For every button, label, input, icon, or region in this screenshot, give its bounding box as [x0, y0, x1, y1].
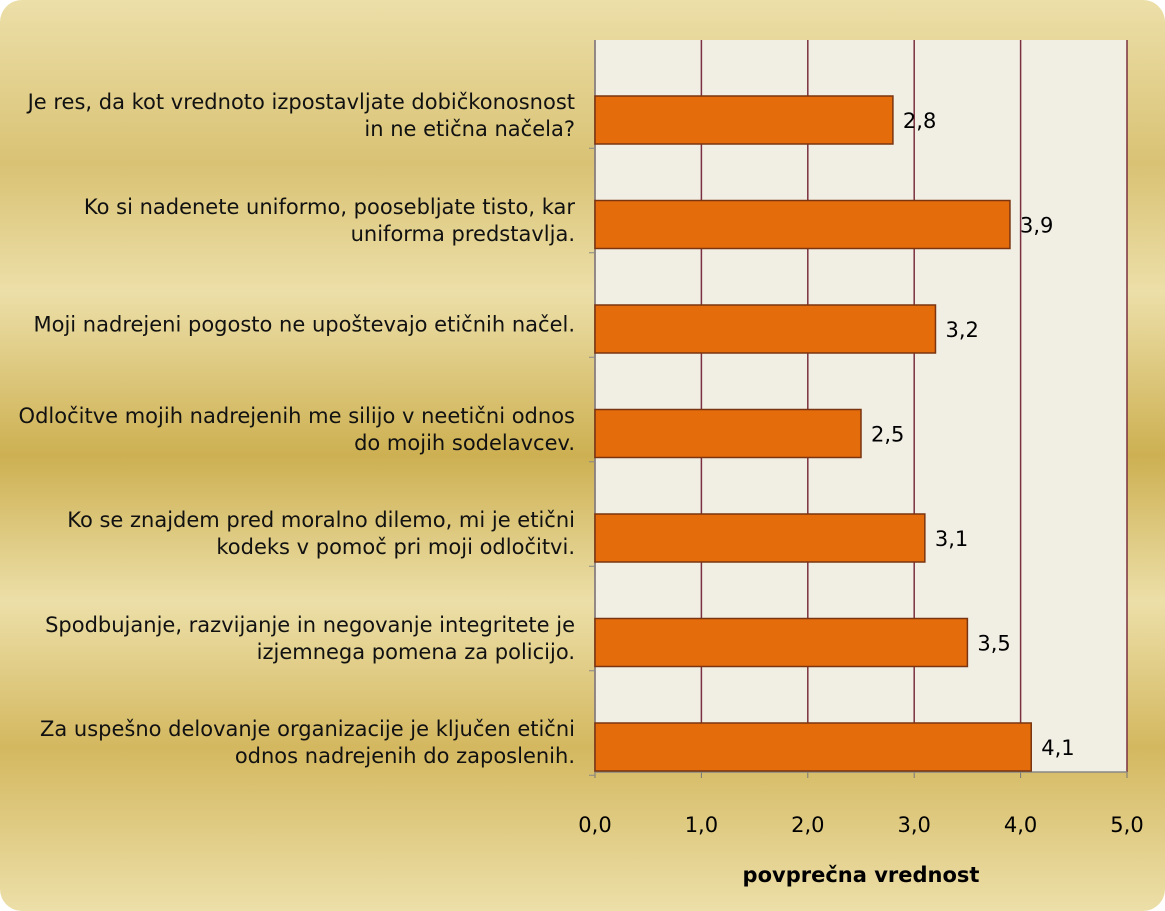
value-label: 3,1 — [935, 527, 968, 551]
bar — [594, 304, 937, 354]
bar — [594, 408, 862, 459]
category-label: Odločitve mojih nadrejenih me silijo v n… — [18, 403, 575, 455]
x-tick-label: 4,0 — [1004, 813, 1037, 837]
bar — [594, 199, 1011, 250]
value-label: 3,2 — [945, 318, 978, 342]
category-label: Ko si nadenete uniformo, poosebljate tis… — [83, 194, 575, 246]
value-label: 2,8 — [903, 109, 936, 133]
x-tick-label: 2,0 — [791, 813, 824, 837]
category-label: Ko se znajdem pred moralno dilemo, mi je… — [67, 508, 575, 559]
x-tick-label: 3,0 — [897, 813, 930, 837]
x-axis-title: povprečna vrednost — [743, 863, 980, 887]
category-label: Za uspešno delovanje organizacije je klj… — [39, 717, 575, 768]
bar — [594, 722, 1032, 772]
value-label: 3,9 — [1020, 214, 1053, 238]
bar — [594, 617, 969, 668]
bar — [594, 95, 894, 145]
x-tick-label: 0,0 — [578, 813, 611, 837]
category-label: Je res, da kot vrednoto izpostavljate do… — [27, 90, 575, 141]
x-tick-label: 5,0 — [1110, 813, 1143, 837]
x-tick-label: 1,0 — [685, 813, 718, 837]
value-label: 3,5 — [977, 632, 1010, 656]
value-label: 2,5 — [871, 423, 904, 447]
category-label: Moji nadrejeni pogosto ne upoštevajo eti… — [33, 312, 576, 337]
bar — [594, 513, 926, 563]
value-label: 4,1 — [1041, 736, 1074, 760]
category-label: Spodbujanje, razvijanje in negovanje int… — [45, 612, 575, 664]
